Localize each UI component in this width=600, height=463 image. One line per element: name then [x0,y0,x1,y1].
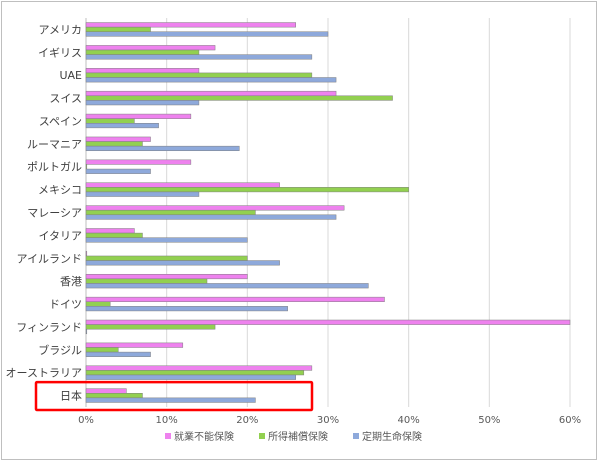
bar-1 [85,228,135,234]
legend: 就業不能保険 所得補償保険 定期生命保険 [165,430,422,443]
bar-2 [85,232,143,238]
x-tick-label: 10% [156,415,178,426]
x-tick-label: 50% [478,415,500,426]
bar-3 [85,54,313,60]
bar-1 [85,342,184,348]
bar-3 [85,351,151,357]
bar-2 [85,26,151,32]
legend-swatch [353,433,359,439]
category-label: ドイツ [49,298,82,311]
bar-1 [85,22,296,28]
category-label: アメリカ [39,23,82,36]
bar-2 [85,301,111,307]
bar-1 [85,45,216,51]
bar-3 [85,145,240,152]
highlight-rect [34,380,314,412]
bar-2 [85,164,88,170]
legend-label: 定期生命保険 [362,430,422,443]
bar-2 [85,72,313,78]
bar-3 [85,374,296,380]
bar-1 [85,251,88,257]
bar-1 [85,296,385,302]
bar-3 [85,191,200,197]
legend-swatch [165,433,171,439]
category-label: オーストラリア [6,367,82,380]
legend-swatch [259,433,265,439]
x-tick-label: 30% [317,415,339,426]
category-label: イギリス [38,46,82,59]
x-tick-label: 60% [559,415,581,426]
x-tick-label: 20% [236,415,258,426]
bar-1 [85,319,571,325]
bar-1 [85,113,192,119]
category-label: メキシコ [38,184,82,197]
bar-2 [85,278,208,284]
bar-3 [85,260,280,266]
category-label: ポルトガル [27,161,82,174]
bar-1 [85,90,337,97]
bar-1 [85,205,345,211]
x-tick-labels: 0% 10% 20% 30% 40% 50% 60% [78,415,581,426]
category-label: アイルランド [17,252,82,265]
category-label: 香港 [60,275,82,288]
category-label: スペイン [39,115,82,128]
bar-1 [85,273,248,280]
bar-3 [85,123,159,129]
category-label: フィンランド [16,321,82,334]
bar-1 [85,182,280,188]
bar-3 [85,100,200,106]
category-label: スイス [49,92,82,105]
bar-3 [85,77,337,83]
legend-label: 所得補償保険 [268,430,328,443]
bar-2 [85,393,143,399]
bar-2 [85,370,305,376]
category-label: UAE [59,69,82,82]
bar-3 [85,283,369,289]
bar-2 [85,141,143,147]
bar-3 [85,168,151,174]
bar-1 [85,388,127,394]
bar-1 [85,136,151,142]
grid-lines [85,18,571,407]
bar-2 [85,255,248,261]
category-label: ルーマニア [27,138,82,151]
category-label: 日本 [60,389,82,403]
bar-2 [85,49,200,55]
highlight-box [34,380,314,412]
legend-label: 就業不能保険 [174,430,234,443]
bar-3 [85,306,288,312]
category-label: マレーシア [27,207,82,220]
bar-2 [85,187,409,193]
x-tick-label: 40% [398,415,420,426]
bar-2 [85,209,256,216]
bar-3 [85,31,329,37]
category-label: イタリア [38,229,82,242]
bars [85,22,571,403]
x-tick-label: 0% [78,415,94,426]
bar-1 [85,365,313,371]
bar-2 [85,118,135,124]
bar-3 [85,397,256,403]
bar-3 [85,328,88,335]
bar-1 [85,159,192,165]
bar-2 [85,347,119,353]
bar-3 [85,237,248,243]
bar-2 [85,95,393,101]
bar-3 [85,214,337,220]
bar-1 [85,68,200,74]
bar-2 [85,324,216,330]
category-label: ブラジル [38,343,82,357]
